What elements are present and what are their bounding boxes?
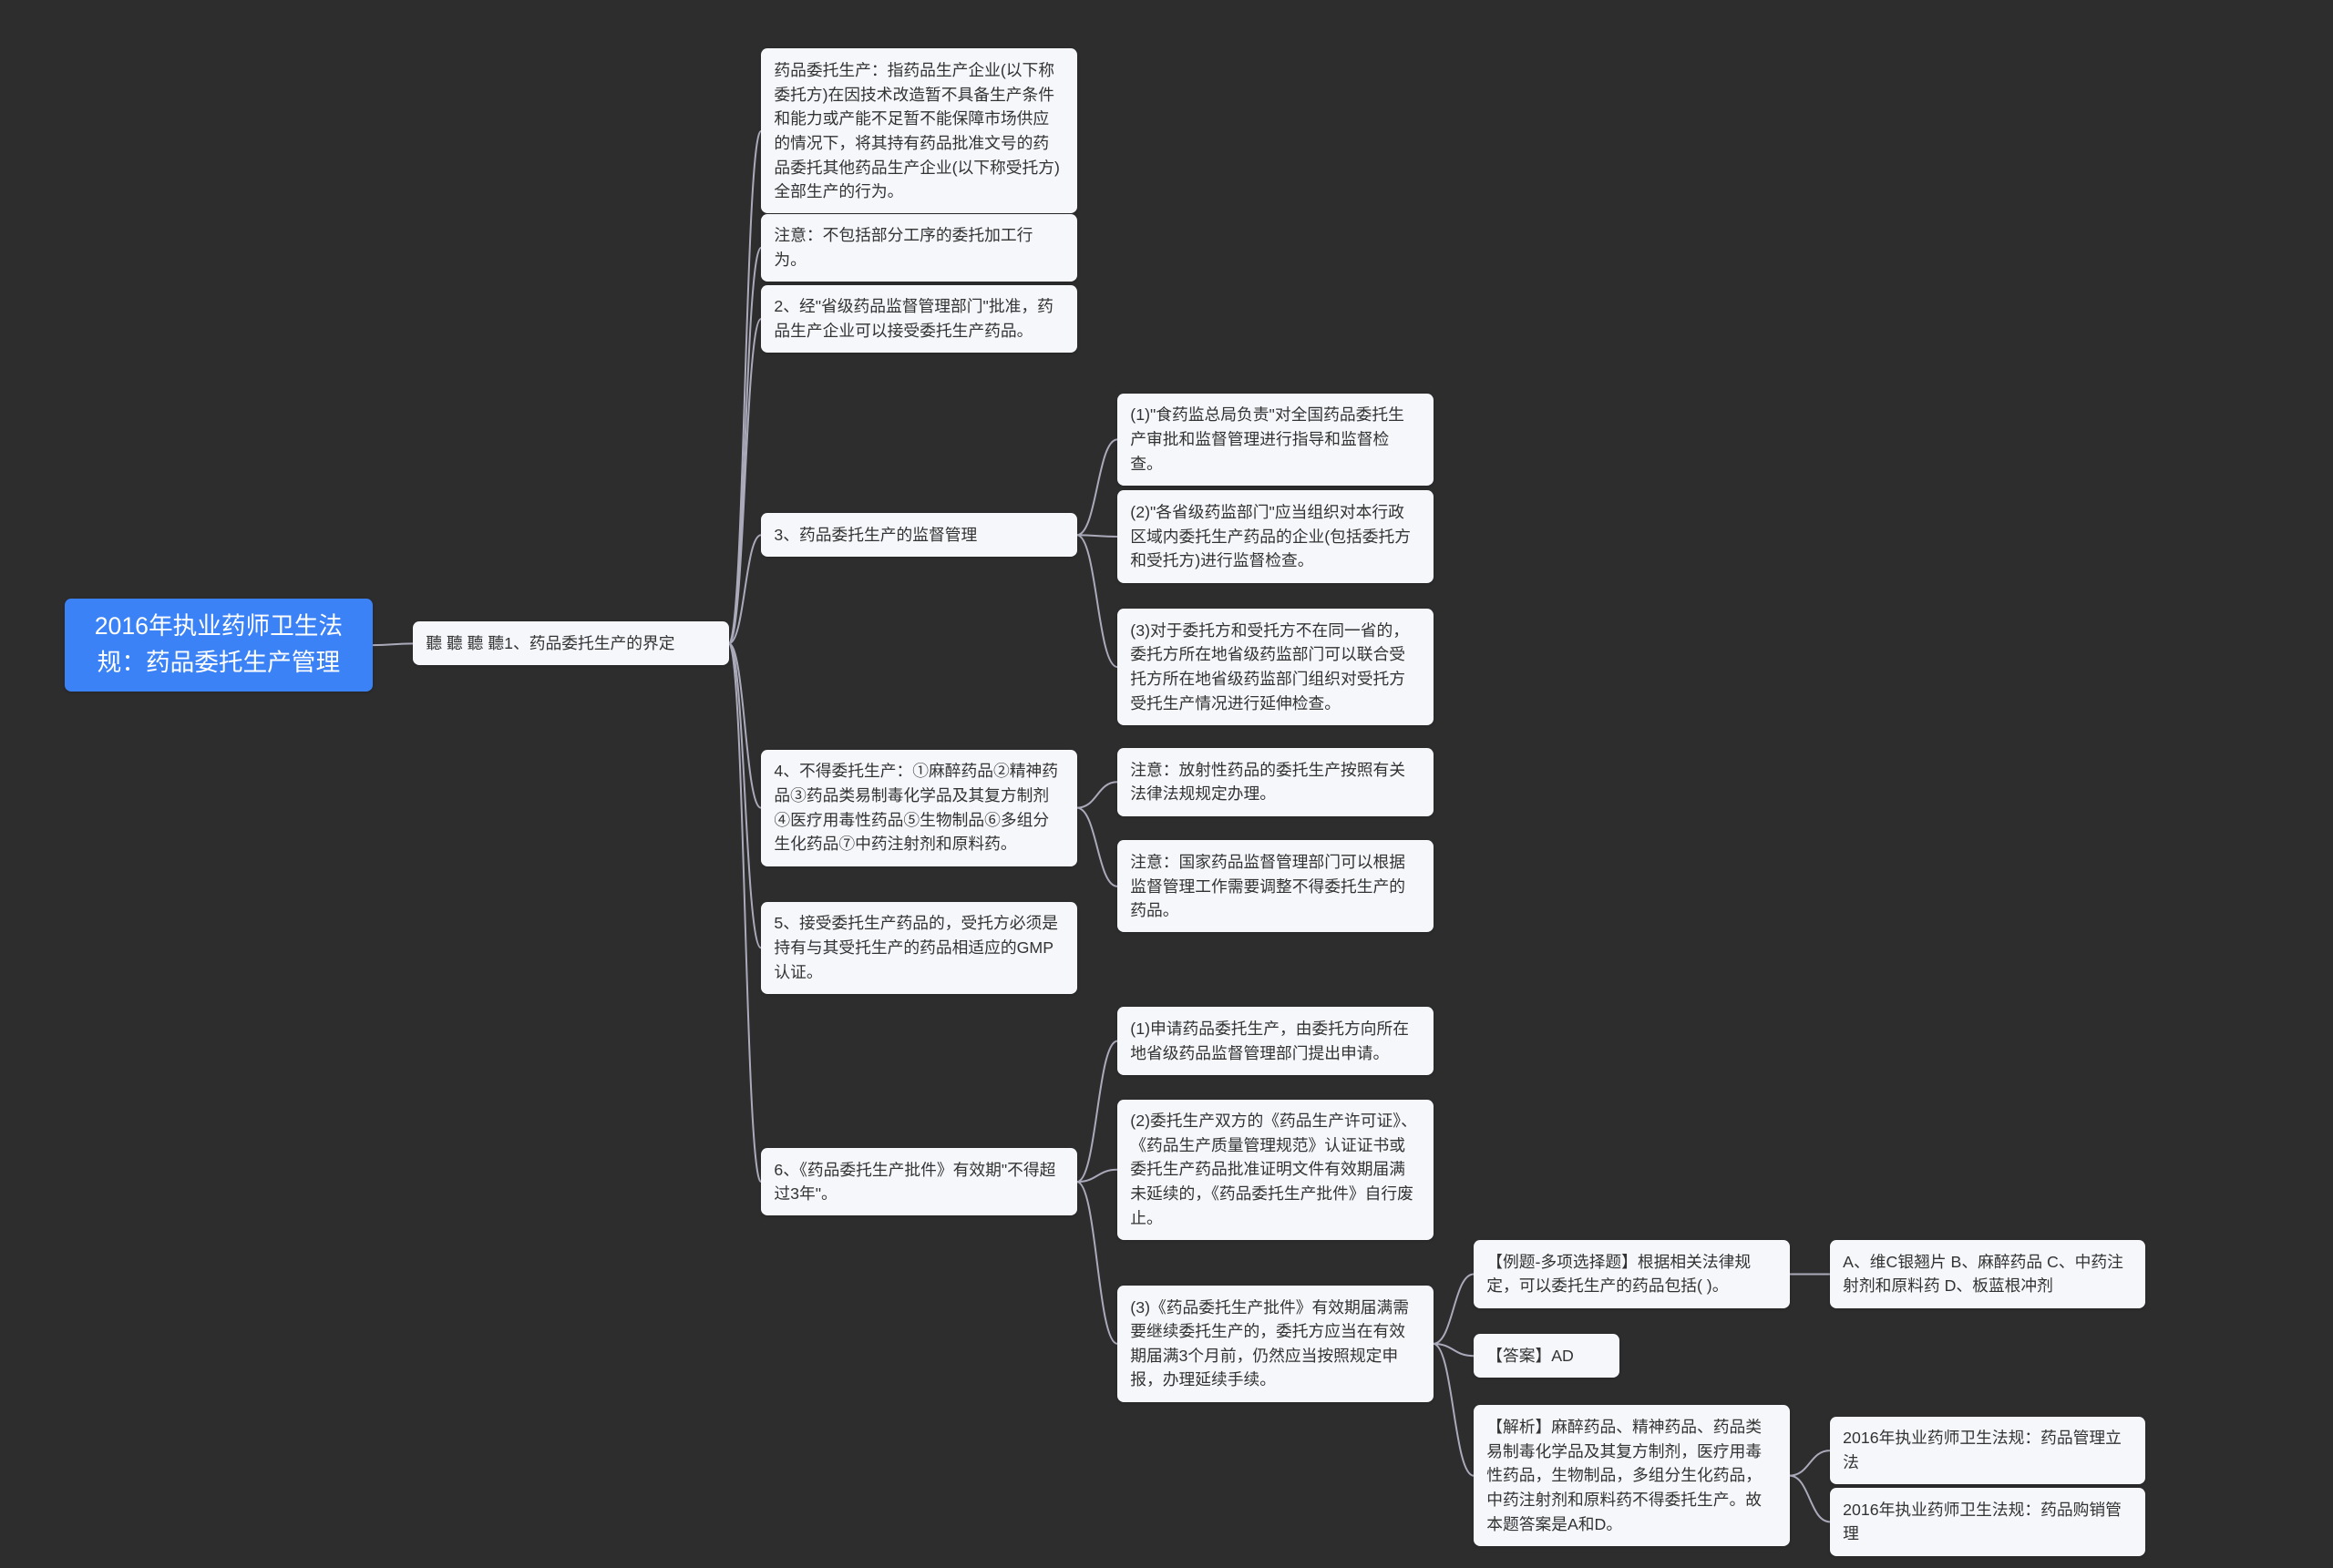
node-n6c[interactable]: (3)《药品委托生产批件》有效期届满需要继续委托生产的，委托方应当在有效期届满3… <box>1117 1286 1434 1402</box>
node-n3c[interactable]: (3)对于委托方和受托方不在同一省的，委托方所在地省级药监部门可以联合受托方所在… <box>1117 609 1434 725</box>
node-qQ[interactable]: 【例题-多项选择题】根据相关法律规定，可以委托生产的药品包括( )。 <box>1474 1240 1790 1308</box>
node-n3b[interactable]: (2)"各省级药监部门"应当组织对本行政区域内委托生产药品的企业(包括委托方和受… <box>1117 490 1434 582</box>
node-rel1[interactable]: 2016年执业药师卫生法规：药品管理立法 <box>1830 1417 2146 1485</box>
node-n6b[interactable]: (2)委托生产双方的《药品生产许可证》、《药品生产质量管理规范》认证证书或委托生… <box>1117 1100 1434 1241</box>
node-rel2[interactable]: 2016年执业药师卫生法规：药品购销管理 <box>1830 1488 2146 1556</box>
node-n1b[interactable]: 注意：不包括部分工序的委托加工行为。 <box>761 214 1077 282</box>
node-n6a[interactable]: (1)申请药品委托生产，由委托方向所在地省级药品监督管理部门提出申请。 <box>1117 1007 1434 1075</box>
node-qA[interactable]: 【答案】AD <box>1474 1334 1619 1378</box>
node-n1e[interactable]: 4、不得委托生产：①麻醉药品②精神药品③药品类易制毒化学品及其复方制剂④医疗用毒… <box>761 750 1077 866</box>
node-n4a[interactable]: 注意：放射性药品的委托生产按照有关法律法规规定办理。 <box>1117 748 1434 816</box>
node-root[interactable]: 2016年执业药师卫生法规：药品委托生产管理 <box>65 599 373 691</box>
node-n1[interactable]: 聽 聽 聽 聽1、药品委托生产的界定 <box>413 621 729 665</box>
node-n1f[interactable]: 5、接受委托生产药品的，受托方必须是持有与其受托生产的药品相适应的GMP认证。 <box>761 902 1077 994</box>
node-n1g[interactable]: 6、《药品委托生产批件》有效期"不得超过3年"。 <box>761 1148 1077 1216</box>
node-n1d[interactable]: 3、药品委托生产的监督管理 <box>761 513 1077 557</box>
node-n4b[interactable]: 注意：国家药品监督管理部门可以根据监督管理工作需要调整不得委托生产的药品。 <box>1117 840 1434 932</box>
mindmap-canvas: 2016年执业药师卫生法规：药品委托生产管理聽 聽 聽 聽1、药品委托生产的界定… <box>0 0 2333 1568</box>
node-n1c[interactable]: 2、经"省级药品监督管理部门"批准，药品生产企业可以接受委托生产药品。 <box>761 285 1077 354</box>
node-n3a[interactable]: (1)"食药监总局负责"对全国药品委托生产审批和监督管理进行指导和监督检查。 <box>1117 394 1434 486</box>
node-qE[interactable]: 【解析】麻醉药品、精神药品、药品类易制毒化学品及其复方制剂，医疗用毒性药品，生物… <box>1474 1405 1790 1546</box>
node-n1a[interactable]: 药品委托生产：指药品生产企业(以下称委托方)在因技术改造暂不具备生产条件和能力或… <box>761 48 1077 213</box>
node-opt[interactable]: A、维C银翘片 B、麻醉药品 C、中药注射剂和原料药 D、板蓝根冲剂 <box>1830 1240 2146 1308</box>
